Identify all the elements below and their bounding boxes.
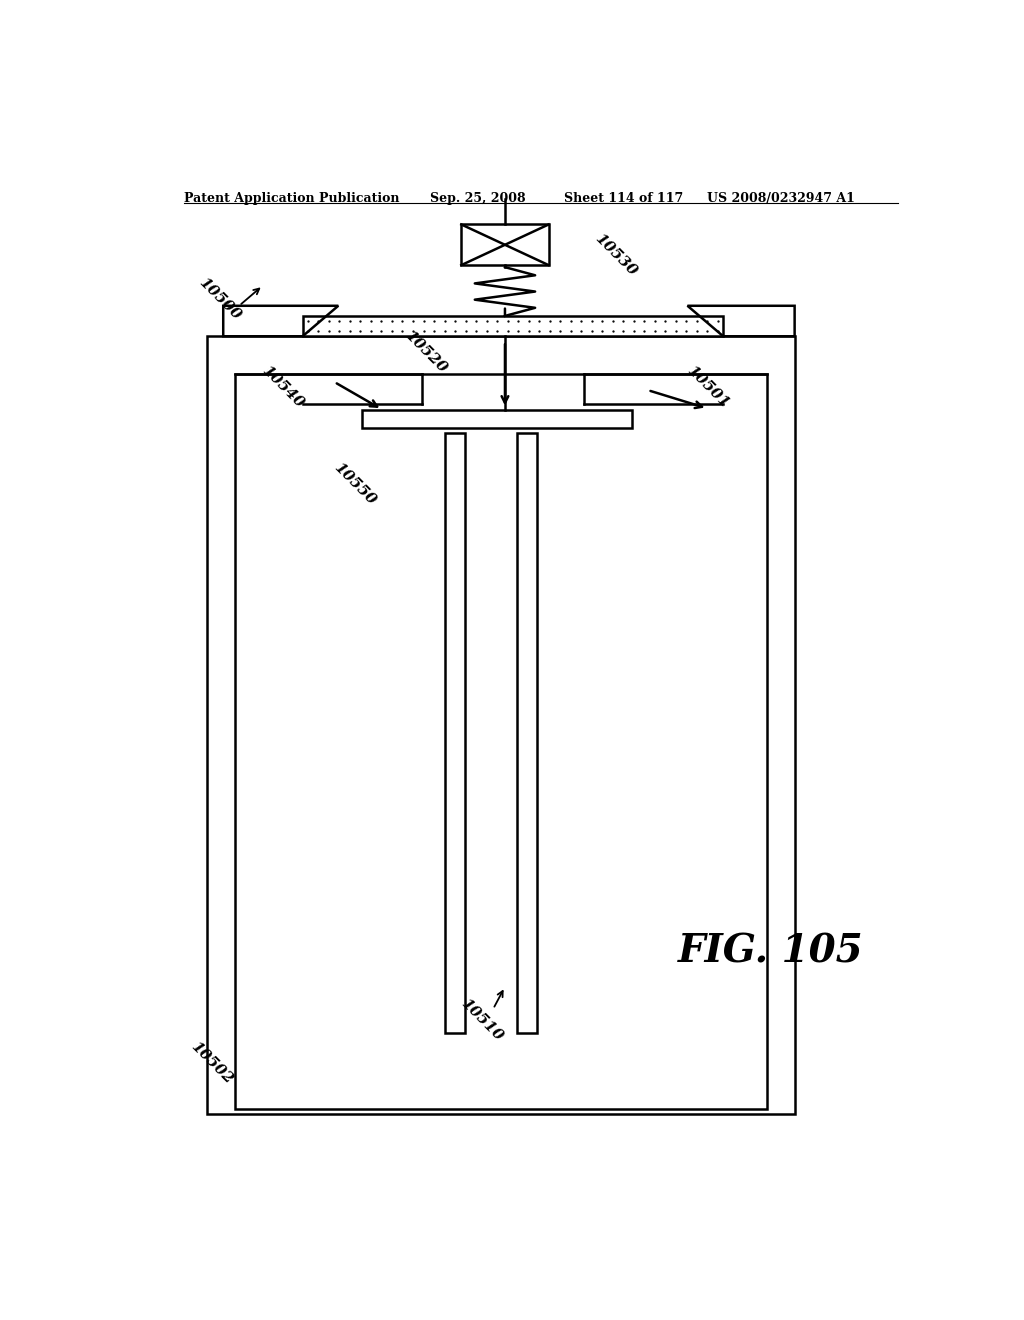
Text: FIG. 105: FIG. 105 — [678, 932, 863, 970]
Bar — [445, 433, 465, 1032]
Text: Sheet 114 of 117: Sheet 114 of 117 — [564, 191, 684, 205]
Text: 10502: 10502 — [187, 1039, 236, 1086]
Text: 10530: 10530 — [592, 231, 640, 279]
Text: US 2008/0232947 A1: US 2008/0232947 A1 — [708, 191, 855, 205]
Bar — [236, 374, 767, 1109]
Bar — [207, 337, 795, 1114]
Text: 10501: 10501 — [684, 363, 731, 411]
Text: Sep. 25, 2008: Sep. 25, 2008 — [430, 191, 525, 205]
Bar — [517, 433, 537, 1032]
Text: 10540: 10540 — [259, 363, 306, 411]
Text: 10550: 10550 — [331, 459, 378, 507]
Bar — [362, 411, 632, 428]
Text: Patent Application Publication: Patent Application Publication — [183, 191, 399, 205]
Bar — [461, 224, 549, 265]
Text: 10520: 10520 — [401, 327, 450, 375]
Text: 10500: 10500 — [196, 275, 243, 322]
Bar — [303, 315, 723, 337]
Text: 10510: 10510 — [458, 997, 505, 1044]
